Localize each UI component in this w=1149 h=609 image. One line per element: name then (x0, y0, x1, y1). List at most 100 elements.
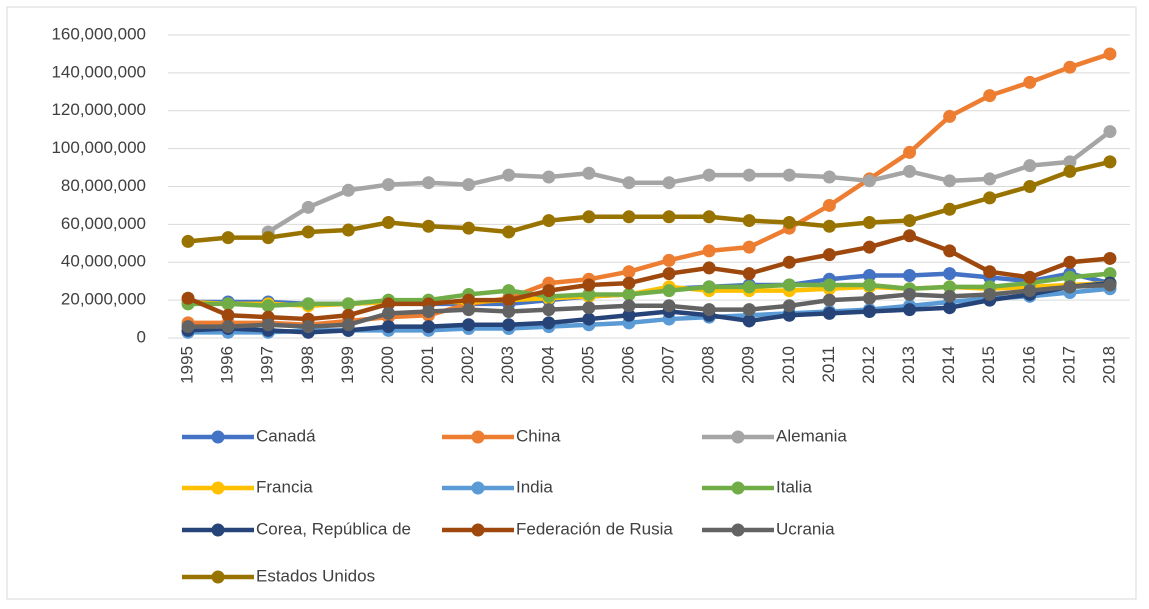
legend-label: Estados Unidos (256, 566, 375, 585)
series-marker (622, 210, 636, 224)
y-tick-label: 0 (137, 327, 146, 346)
series-marker (221, 231, 235, 245)
series-marker (341, 223, 355, 237)
series-marker (462, 293, 476, 307)
series-marker (1063, 255, 1077, 269)
series-marker (822, 170, 836, 184)
series-marker (381, 320, 395, 334)
series-line (188, 51, 1111, 327)
series-marker (1063, 280, 1077, 294)
x-tick-label: 2018 (1099, 346, 1118, 384)
x-tick-label: 2009 (739, 346, 758, 384)
series-marker (462, 303, 476, 317)
series-marker (862, 304, 876, 318)
series-marker (943, 109, 957, 123)
series-marker (221, 308, 235, 322)
series-marker (983, 191, 997, 205)
series-marker (1103, 278, 1117, 292)
series-marker (341, 297, 355, 311)
x-tick-label: 2005 (578, 346, 597, 384)
series-marker (1023, 159, 1037, 173)
series-marker (502, 318, 516, 332)
y-tick-label: 160,000,000 (51, 24, 146, 43)
series-marker (742, 240, 756, 254)
series-marker (462, 318, 476, 332)
series-marker (261, 231, 275, 245)
y-tick-label: 20,000,000 (61, 290, 146, 309)
series-marker (943, 301, 957, 315)
series-marker (622, 276, 636, 290)
series-marker (181, 320, 195, 334)
series-marker (582, 278, 596, 292)
series-marker (822, 278, 836, 292)
x-tick-label: 2006 (618, 346, 637, 384)
series-marker (862, 174, 876, 188)
series-marker (742, 267, 756, 281)
series-marker (341, 183, 355, 197)
series-marker (742, 214, 756, 228)
series-marker (662, 284, 676, 298)
x-tick-label: 1999 (338, 346, 357, 384)
legend-label: Federación de Rusia (516, 519, 673, 538)
series-marker (903, 287, 917, 301)
series-marker (862, 269, 876, 283)
series-marker (862, 240, 876, 254)
legend-label: Ucrania (776, 519, 835, 538)
x-tick-label: 2017 (1059, 346, 1078, 384)
legend-label: Corea, República de (256, 519, 411, 538)
series-line (187, 159, 1111, 244)
series-marker (742, 303, 756, 317)
y-tick-label: 120,000,000 (51, 100, 146, 119)
series-marker (782, 255, 796, 269)
series-marker (983, 287, 997, 301)
series-line (187, 233, 1111, 322)
legend-label: Canadá (256, 426, 316, 445)
series-marker (983, 89, 997, 103)
series-marker (622, 299, 636, 313)
series-marker (622, 176, 636, 190)
series-marker (622, 265, 636, 279)
series-marker (822, 198, 836, 212)
series-marker (1063, 164, 1077, 178)
legend-marker (731, 481, 745, 495)
legend-marker (211, 523, 225, 537)
legend-marker (211, 430, 225, 444)
legend-label: India (516, 477, 553, 496)
series-marker (542, 303, 556, 317)
series-marker (1063, 270, 1077, 284)
x-tick-label: 2003 (498, 346, 517, 384)
series-marker (662, 176, 676, 190)
series-marker (662, 210, 676, 224)
series-marker (462, 221, 476, 235)
y-tick-label: 100,000,000 (51, 138, 146, 157)
series-marker (422, 304, 436, 318)
series-marker (822, 293, 836, 307)
series-marker (903, 229, 917, 243)
series-marker (903, 214, 917, 228)
series-marker (582, 312, 596, 326)
series-marker (702, 168, 716, 182)
series-marker (782, 299, 796, 313)
legend-label: Alemania (776, 426, 847, 445)
x-tick-label: 2007 (659, 346, 678, 384)
series-marker (221, 297, 235, 311)
series-marker (502, 304, 516, 318)
series-marker (742, 280, 756, 294)
legend-marker (471, 430, 485, 444)
x-tick-label: 2013 (899, 346, 918, 384)
legend-marker (731, 430, 745, 444)
x-tick-label: 1997 (258, 346, 277, 384)
series-marker (1023, 75, 1037, 89)
series-marker (221, 320, 235, 334)
x-tick-label: 2002 (458, 346, 477, 384)
series-line (187, 280, 1111, 335)
legend-marker (471, 481, 485, 495)
series-marker (702, 261, 716, 275)
series-marker (782, 168, 796, 182)
series-marker (301, 320, 315, 334)
x-tick-label: 1996 (218, 346, 237, 384)
legend-label: Italia (776, 477, 812, 496)
series-marker (943, 267, 957, 281)
x-tick-label: 2001 (418, 346, 437, 384)
